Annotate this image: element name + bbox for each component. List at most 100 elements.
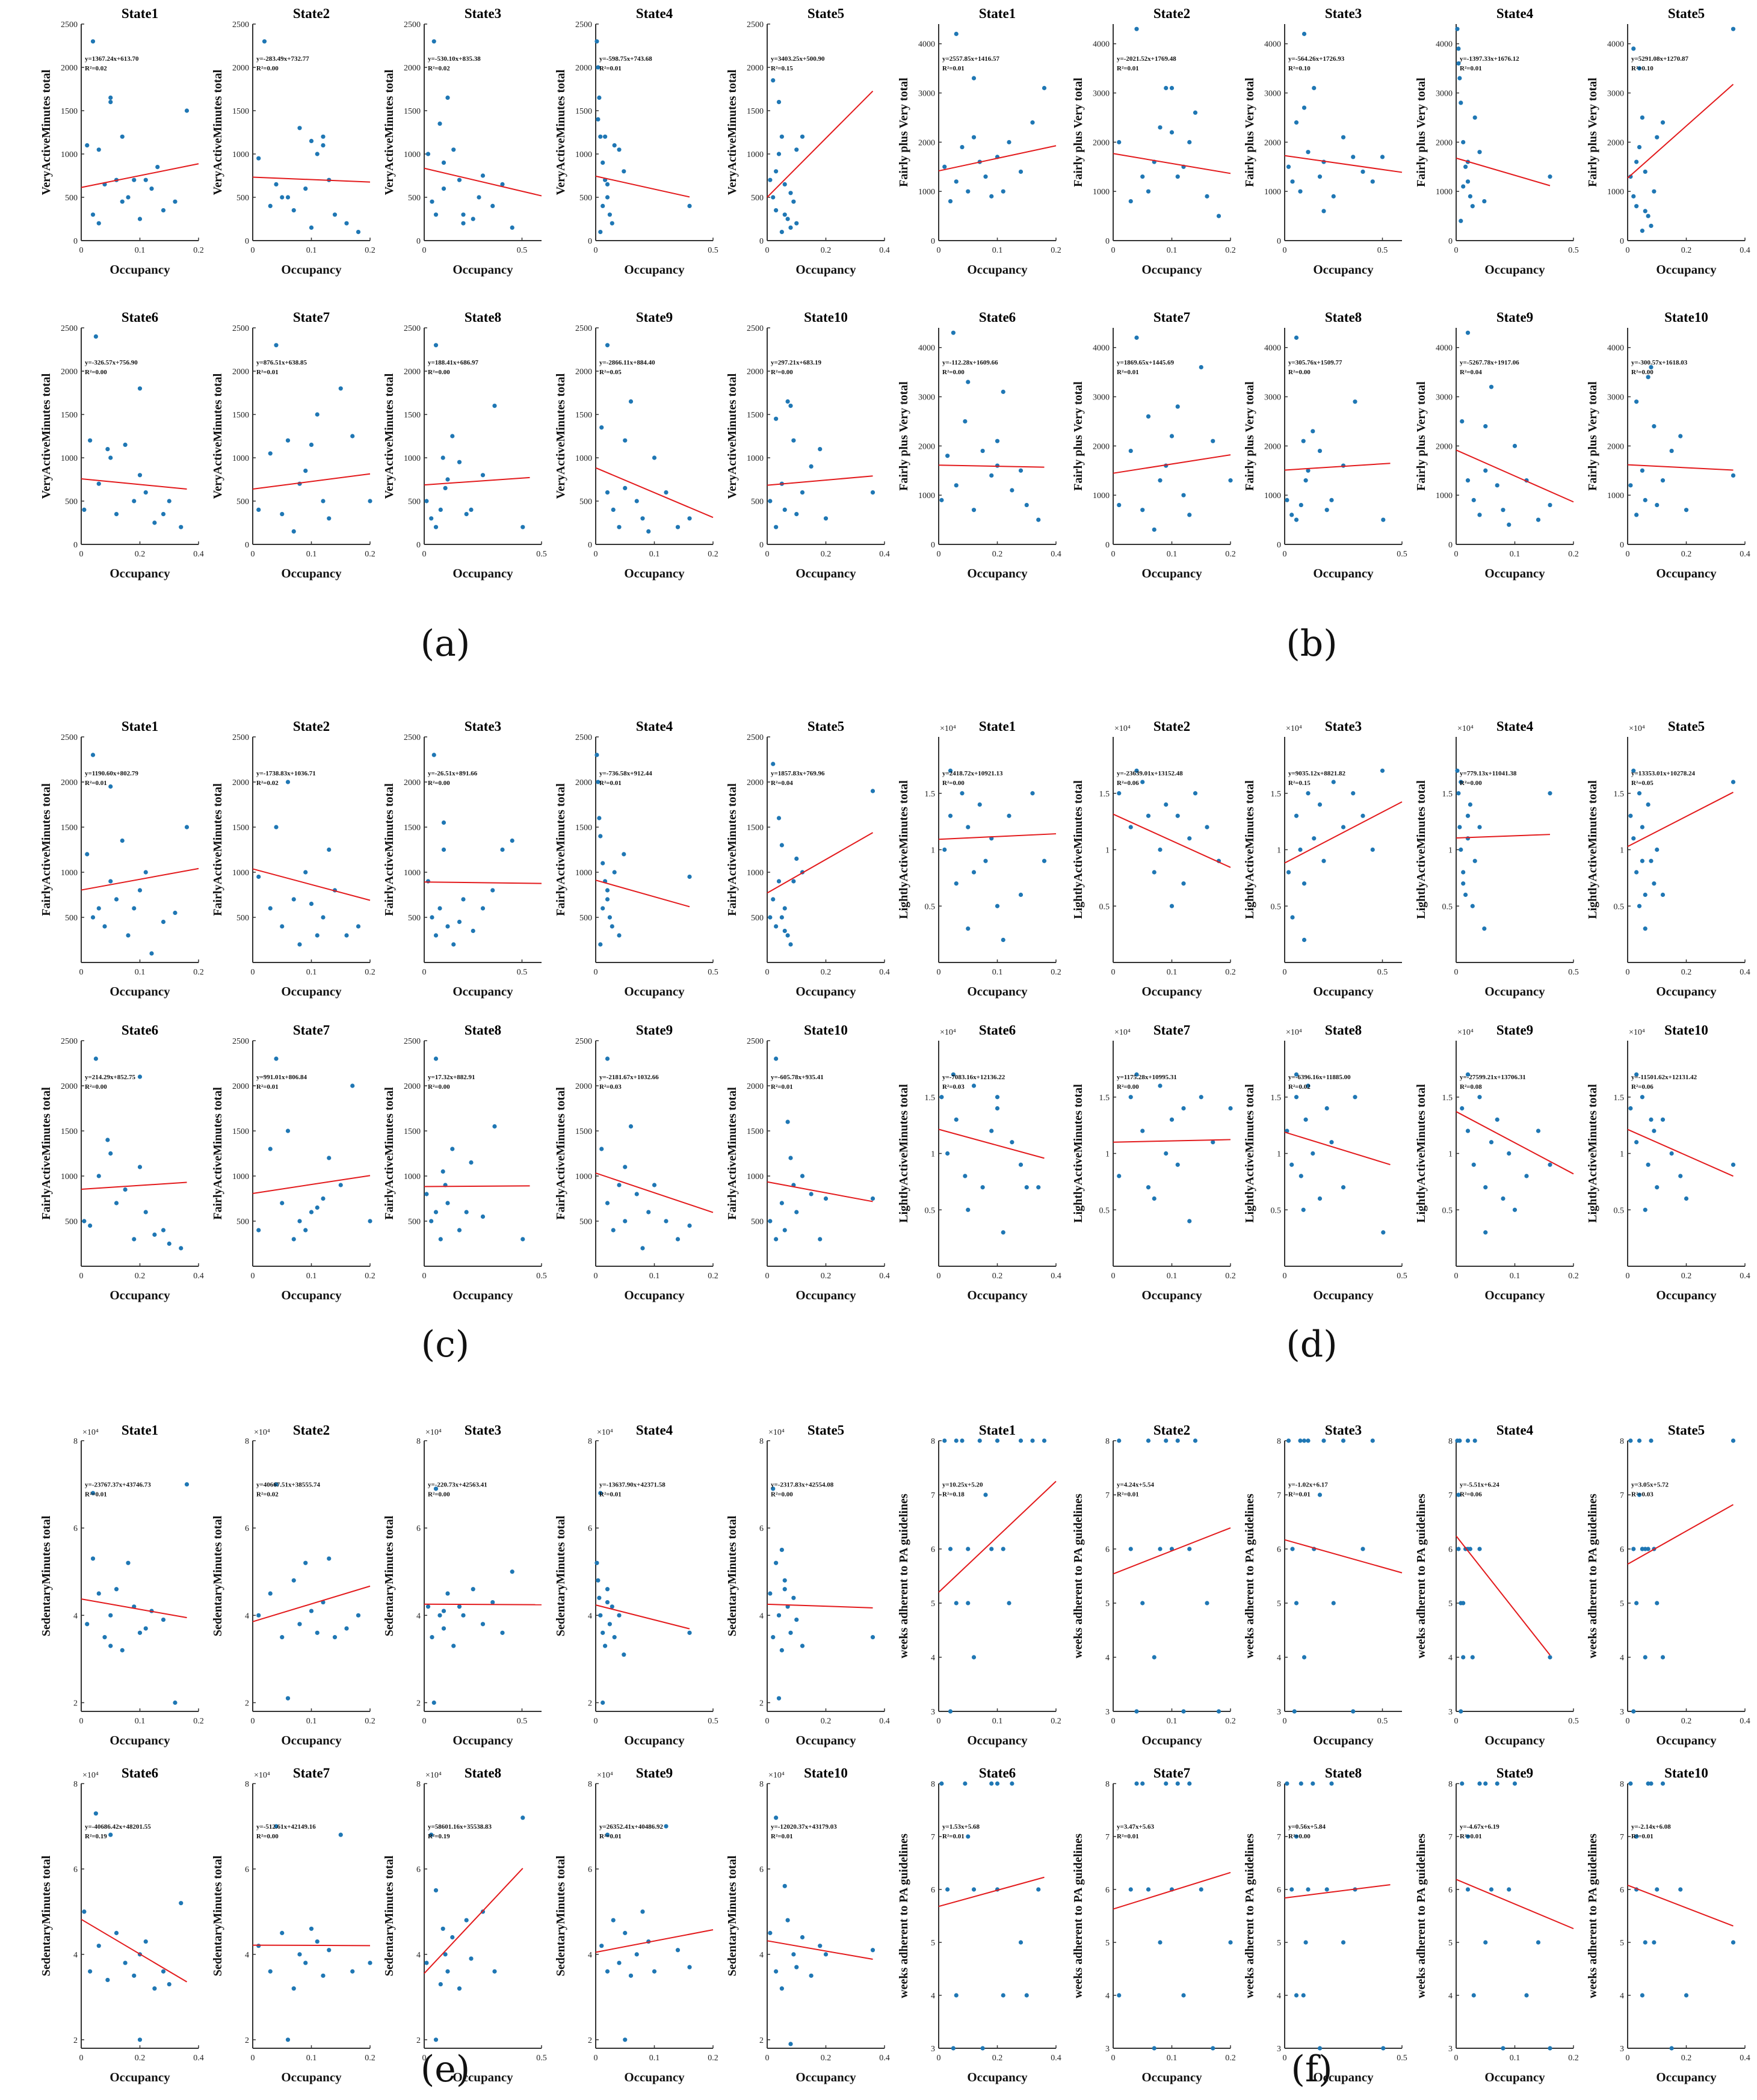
panel-a-state3-equation: y=-530.10x+835.38: [428, 55, 481, 63]
panel-b-state5-fit-line: [1627, 84, 1734, 179]
panel-d-state6-data-point: [966, 1207, 971, 1212]
panel-a-state9-data-point: [675, 525, 681, 529]
panel-a-state9-x-tick-label: 0.1: [649, 550, 660, 559]
panel-b-state3-x-tick-label: 0: [1283, 246, 1287, 255]
panel-f-state1-data-point: [948, 1547, 953, 1551]
panel-f-state4-data-point: [1456, 1492, 1461, 1497]
panel-e-state5-data-point: [794, 1617, 799, 1622]
panel-a-state5-y-tick-label: 1500: [747, 107, 764, 116]
panel-c-state1-fit-line: [81, 867, 199, 891]
panel-b-state1-data-point: [1030, 120, 1035, 125]
panel-b-state1-x-tick-label: 0: [937, 246, 941, 255]
panel-f-state9-x-axis-label: Occupancy: [1484, 2070, 1545, 2084]
panel-d-state10-y-tick-label: 1.5: [1614, 1094, 1625, 1103]
panel-f-state6-data-point: [1024, 1993, 1029, 1998]
panel-a-state3-y-tick-label: 2500: [404, 20, 421, 29]
panel-e-state10-x-tick-label: 0.2: [821, 2054, 832, 2063]
panel-d-state7-fit-line: [1113, 1139, 1231, 1143]
panel-e-state5-title: State5: [807, 1423, 844, 1438]
panel-f-state9-y-tick-label: 4: [1448, 1992, 1453, 2001]
panel-a-state3-data-point: [441, 186, 446, 191]
panel-d-state3-data-point: [1286, 870, 1291, 875]
panel-e-state4-data-point: [603, 1643, 608, 1648]
panel-a-state4-data-point: [622, 169, 626, 174]
panel-d-state1-data-point: [1018, 892, 1024, 898]
panel-f-state1-y-tick-label: 5: [931, 1600, 935, 1609]
panel-d-state6-data-point: [1024, 1185, 1029, 1190]
panel-d-state6-fit-line: [938, 1129, 1045, 1159]
panel-e-state4-data-point: [598, 1491, 603, 1495]
panel-a-state3-data-point: [480, 173, 486, 178]
panel-c-state1-y-tick-label: 1000: [61, 869, 78, 878]
panel-e-state2-data-point: [291, 1578, 296, 1583]
panel-f-state1-data-point: [971, 1655, 977, 1660]
panel-d-state10-x-axis-label: Occupancy: [1656, 1288, 1717, 1302]
panel-a-state5-data-point: [794, 221, 799, 226]
panel-b-state9-data-point: [1460, 419, 1465, 424]
panel-c-state7-x-tick-label: 0.1: [306, 1272, 317, 1281]
panel-a-state9-data-point: [605, 343, 610, 348]
panel-e-state2-x-tick-label: 0.2: [365, 1717, 375, 1726]
panel-c-state2-x-tick-label: 0.2: [365, 968, 375, 977]
panel-b-state4-data-point: [1455, 26, 1460, 31]
panel-b-state4-data-point: [1465, 179, 1471, 184]
panel-f-state10-data-point: [1634, 1834, 1639, 1839]
panel-a-state9-title: State9: [636, 310, 673, 325]
panel-c-state9-y-tick-label: 2500: [575, 1037, 592, 1046]
panel-d-state9-y-tick-label: 1.5: [1442, 1094, 1453, 1103]
panel-e-state10-y-tick-label: 6: [759, 1865, 764, 1874]
panel-f-state7-data-point: [1228, 1940, 1233, 1945]
panel-e-state3-r-squared: R²=0.00: [428, 1491, 450, 1498]
panel-b-state4-y-tick-label: 1000: [1436, 188, 1453, 197]
panel-c-state6-x-axis-label: Occupancy: [110, 1288, 170, 1302]
panel-a-state6-data-point: [108, 455, 113, 460]
panel-d-state9-x-axis-label: Occupancy: [1484, 1288, 1545, 1302]
panel-e-state8-x-axis-label: Occupancy: [452, 2070, 513, 2084]
panel-f-state10-data-point: [1628, 1781, 1633, 1786]
panel-f-state7-x-tick-label: 0.1: [1167, 2054, 1178, 2063]
panel-d-state4-data-point: [1482, 926, 1487, 931]
panel-a-state2-data-point: [315, 152, 320, 156]
panel-e-state7-x-tick-label: 0.1: [306, 2054, 317, 2063]
panel-b-state6-r-squared: R²=0.00: [942, 369, 965, 376]
panel-b-state8-y-tick-label: 1000: [1264, 491, 1281, 500]
panel-e-state1-y-axis-label: SedentaryMinutes total: [40, 1515, 53, 1636]
panel-e-state8-data-point: [457, 1986, 462, 1991]
panel-c-state7-r-squared: R²=0.01: [256, 1083, 279, 1091]
panel-c-state10-data-point: [794, 1210, 799, 1215]
panel-a-state3-data-point: [461, 212, 466, 217]
panel-d-state9-data-point: [1548, 1162, 1552, 1167]
panel-b-state8-data-point: [1298, 502, 1303, 508]
panel-e-state1-equation: y=-23767.37x+43746.73: [85, 1482, 151, 1489]
panel-a-state6-x-axis-label: Occupancy: [110, 566, 170, 580]
panel-d-state8-y-tick-label: 1: [1277, 1150, 1281, 1159]
panel-f-state7-y-tick-label: 8: [1105, 1780, 1110, 1789]
panel-a-state7-data-point: [321, 499, 326, 503]
panel-d-state2-x-tick-label: 0: [1111, 968, 1116, 977]
panel-f-state10-equation: y=-2.14x+6.08: [1631, 1823, 1671, 1831]
panel-c-state9-title: State9: [636, 1023, 673, 1038]
panel-e-state10-data-point: [809, 1973, 814, 1978]
panel-f-state4-fit-line: [1456, 1535, 1551, 1656]
panel-c-state1-data-point: [90, 915, 96, 920]
panel-c-state1-data-point: [102, 924, 107, 929]
panel-a-state1-y-axis-label: VeryActiveMinutes total: [40, 69, 53, 195]
panel-e-state9-x-axis-label: Occupancy: [624, 2070, 685, 2084]
panel-d-state2-data-point: [1169, 904, 1175, 908]
panel-e-state10-data-point: [785, 1918, 790, 1923]
panel-d-state4-data-point: [1463, 892, 1468, 898]
panel-b-state10-data-point: [1646, 375, 1650, 380]
panel-f-state2-x-tick-label: 0.2: [1225, 1717, 1236, 1726]
panel-e-state4-y-tick-label: 4: [588, 1612, 592, 1621]
panel-e-state10-data-point: [768, 1930, 773, 1935]
panel-c-state1-data-point: [126, 933, 131, 938]
panel-c-state9-y-tick-label: 1000: [575, 1172, 592, 1181]
panel-b-state3-fit-line: [1284, 155, 1403, 173]
panel-f-state3-y-tick-label: 5: [1277, 1600, 1281, 1609]
panel-d-state5-x-tick-label: 0.2: [1681, 968, 1692, 977]
